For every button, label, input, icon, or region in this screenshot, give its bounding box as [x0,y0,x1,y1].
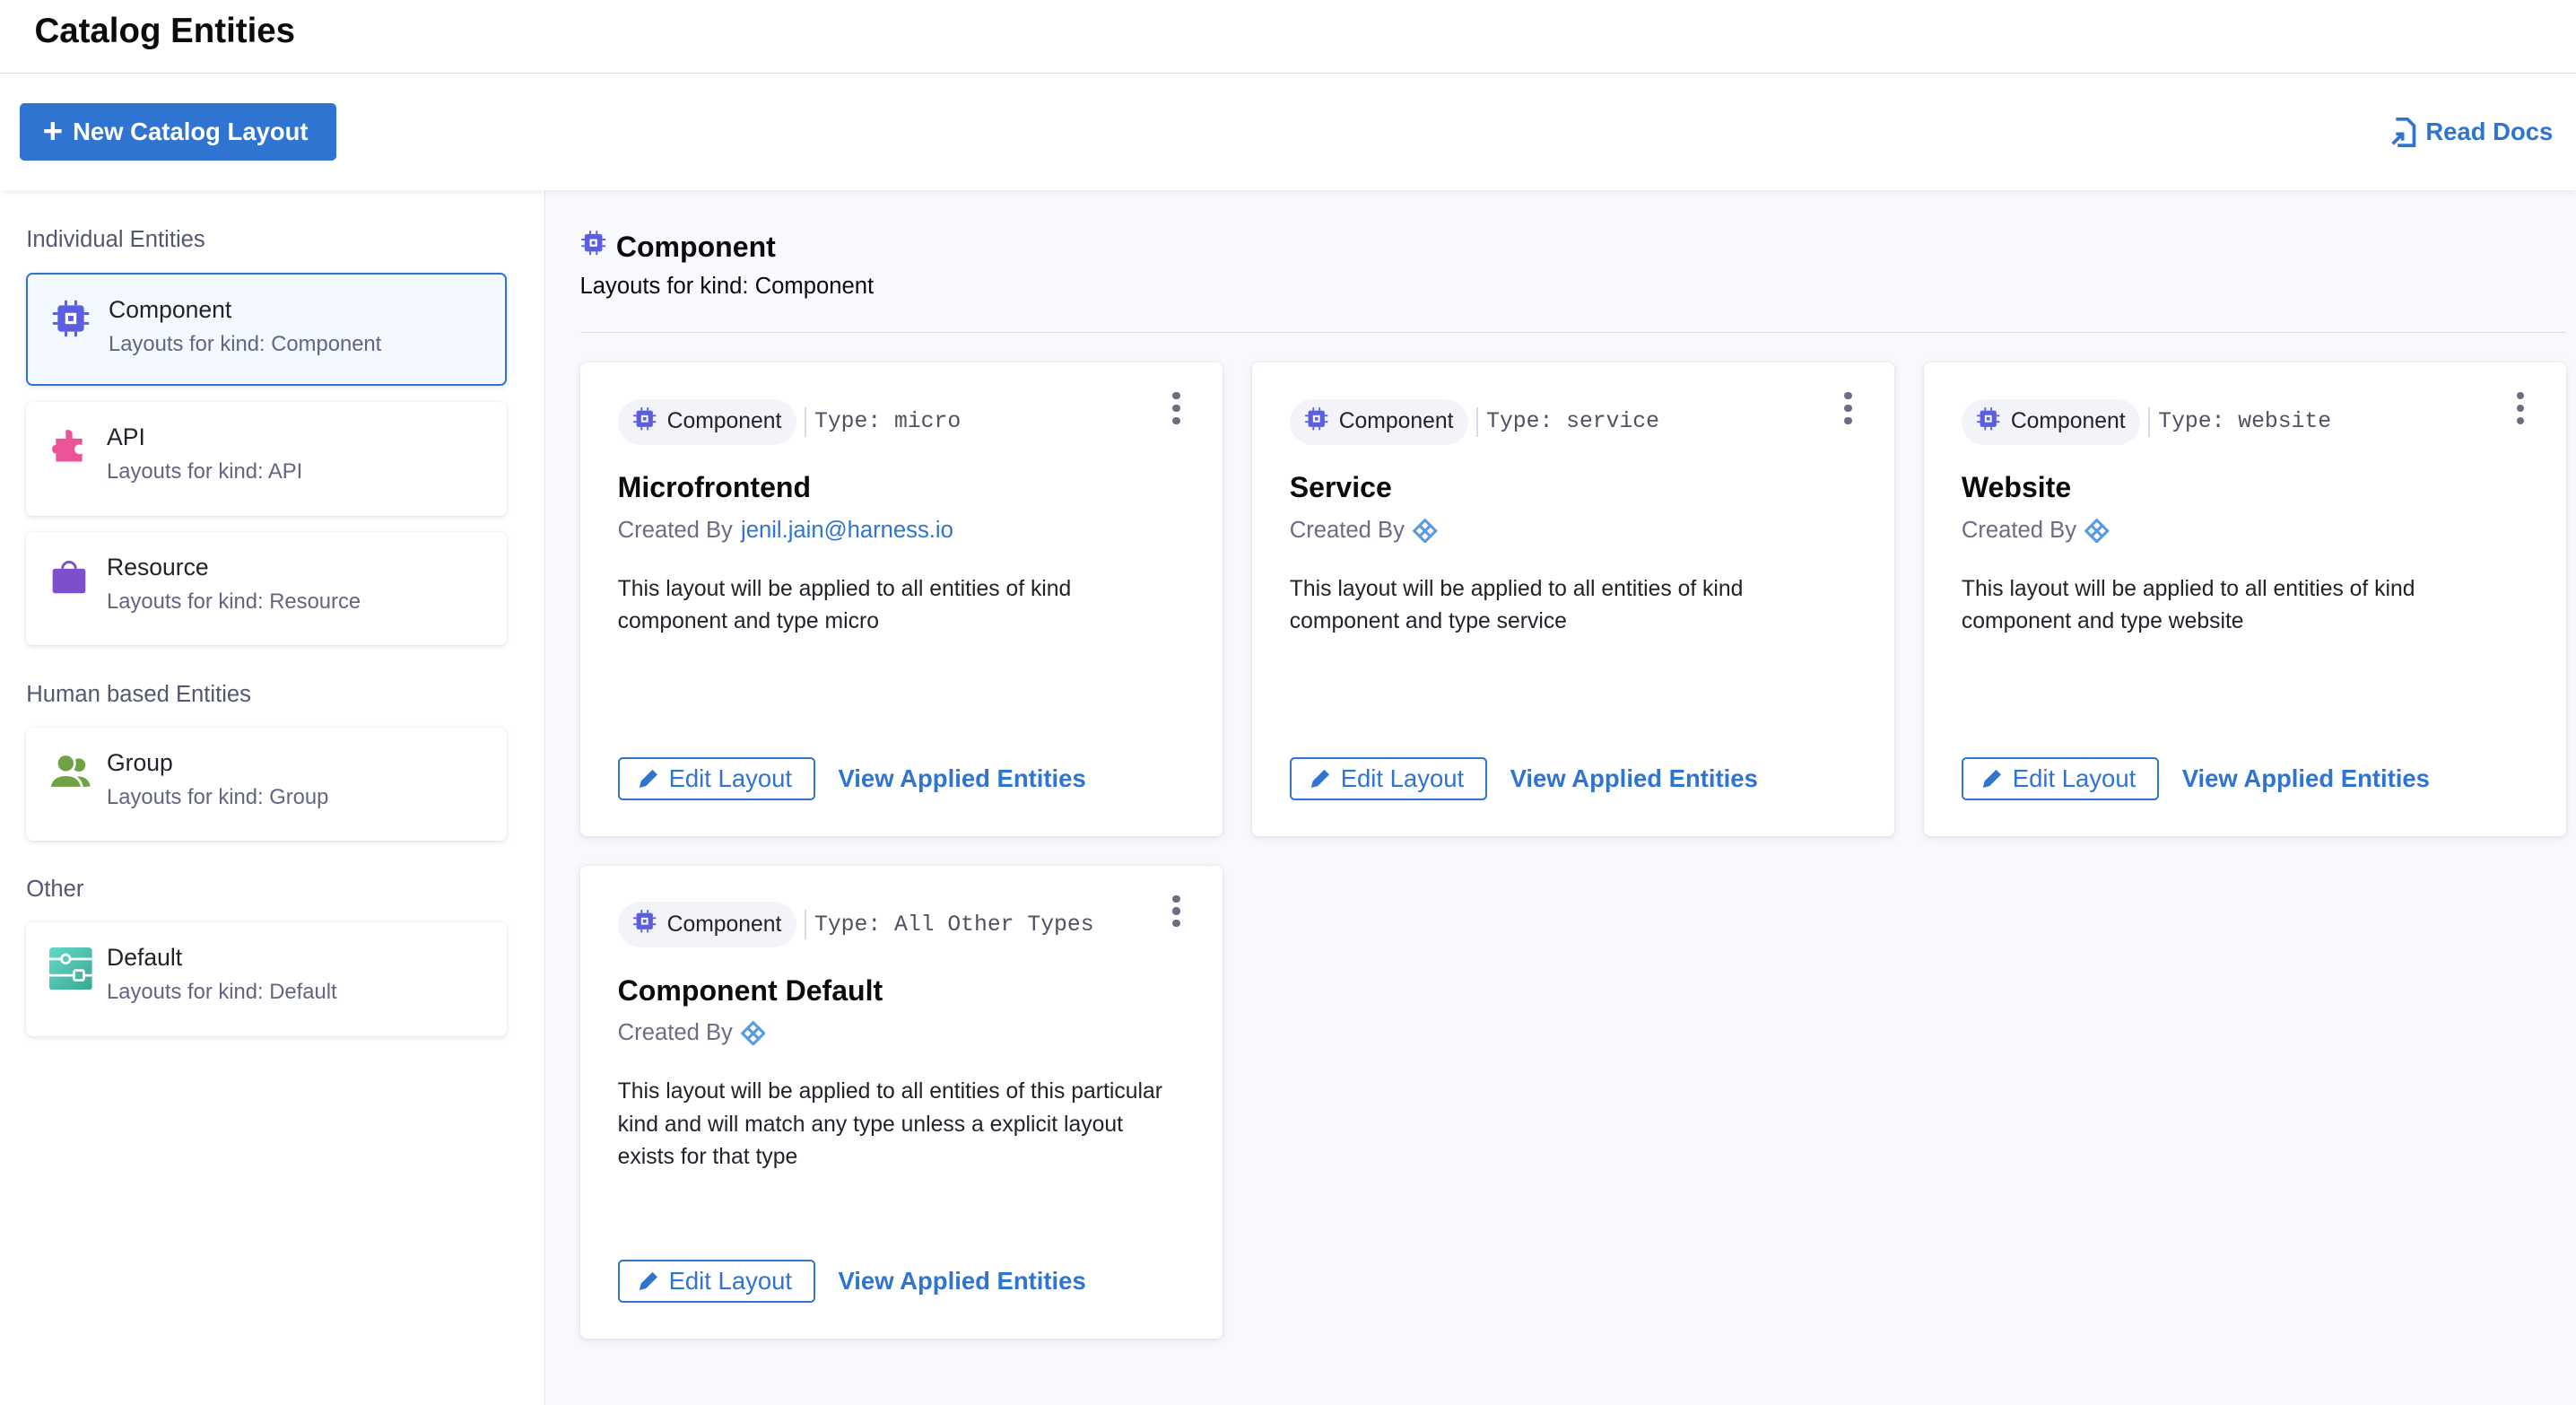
creator-link[interactable]: jenil.jain@harness.io [741,517,953,543]
pencil-icon [1310,769,1329,788]
kind-label: Component [666,912,782,937]
chip-icon [632,406,657,437]
sidebar-item-subtitle: Layouts for kind: Component [109,331,382,356]
sidebar-item-subtitle: Layouts for kind: Group [107,784,329,809]
read-docs-link[interactable]: Read Docs [2389,117,2554,147]
sidebar-section-label: Other [26,877,84,903]
sidebar: Individual Entities Component Layouts for … [0,190,546,1405]
button-label: New Catalog Layout [73,118,309,146]
chip-icon [580,230,606,263]
more-options-icon[interactable] [1170,894,1183,928]
type-label: Type: service [1486,409,1659,435]
created-by-label: Created By [1289,517,1405,543]
harness-logo-icon [2084,518,2110,544]
sidebar-item-title: Group [107,748,173,776]
chip-icon [1976,406,2000,437]
edit-label: Edit Layout [1340,764,1465,792]
page-title: Catalog Entities [34,11,296,50]
view-applied-entities-link[interactable]: View Applied Entities [1510,764,1758,792]
view-applied-entities-link[interactable]: View Applied Entities [838,764,1086,792]
more-options-icon[interactable] [1170,392,1183,424]
harness-logo-icon [741,1021,766,1046]
sidebar-item-title: Resource [107,553,209,580]
section-subtitle: Layouts for kind: Component [579,274,2566,334]
sidebar-item-title: Component [109,295,232,323]
layout-card: Component Type: website Website Created B… [1923,362,2566,836]
pencil-icon [1982,769,2001,788]
more-options-icon[interactable] [1841,392,1855,424]
kind-badge: Component [1961,398,2141,445]
kind-label: Component [1338,409,1454,434]
card-title: Website [1961,471,2072,504]
pencil-icon [639,769,657,788]
page-header: Catalog Entities [0,0,2576,74]
sidebar-section-label: Individual Entities [26,226,205,252]
kind-label: Component [2010,409,2126,434]
card-description: This layout will be applied to all entit… [1289,576,1744,634]
section-title: Component [615,230,776,263]
layout-card: Component Type: micro Microfrontend Creat… [579,362,1223,836]
divider [2148,406,2151,437]
puzzle-icon [49,427,89,467]
sidebar-item-component[interactable]: Component Layouts for kind: Component [26,272,507,387]
sidebar-item-api[interactable]: API Layouts for kind: API [26,402,507,516]
toolbar: + New Catalog Layout Read Docs [0,74,2576,190]
layout-card: Component Type: service Service Created B… [1251,362,1894,836]
kind-badge: Component [617,902,796,948]
edit-label: Edit Layout [668,764,793,792]
sidebar-item-resource[interactable]: Resource Layouts for kind: Resource [26,532,507,646]
main-content: Component Layouts for kind: Component Co… [545,190,2576,1405]
layout-cards: Component Type: micro Microfrontend Creat… [579,362,2566,1340]
pencil-icon [639,1272,657,1291]
view-applied-entities-link[interactable]: View Applied Entities [2181,764,2430,792]
sidebar-item-group[interactable]: Group Layouts for kind: Group [26,727,507,842]
card-title: Microfrontend [617,471,812,504]
divider [805,406,806,437]
edit-layout-button[interactable]: Edit Layout [617,756,815,800]
chip-icon [51,299,91,338]
default-layout-icon [48,947,92,990]
divider [805,910,806,940]
edit-layout-button[interactable]: Edit Layout [1961,756,2160,800]
edit-label: Edit Layout [668,1267,793,1296]
bag-icon [49,557,89,597]
kind-label: Component [666,409,782,434]
read-docs-label: Read Docs [2425,118,2554,146]
card-description: This layout will be applied to all entit… [617,1079,1162,1170]
card-title: Component Default [617,973,883,1007]
divider [1476,406,1478,437]
plus-icon: + [42,112,64,152]
new-catalog-layout-button[interactable]: + New Catalog Layout [19,103,336,161]
document-link-icon [2391,117,2416,147]
kind-badge: Component [617,398,796,445]
layout-card: Component Type: All Other Types Component… [579,865,1223,1340]
type-label: Type: All Other Types [814,912,1094,938]
created-by-label: Created By [1961,517,2077,543]
sidebar-item-subtitle: Layouts for kind: API [107,459,303,484]
sidebar-item-title: Default [107,944,183,972]
edit-layout-button[interactable]: Edit Layout [617,1260,815,1303]
edit-label: Edit Layout [2012,764,2137,792]
harness-logo-icon [1413,518,1438,544]
edit-layout-button[interactable]: Edit Layout [1289,756,1487,800]
created-by-label: Created By [617,517,733,543]
group-icon [48,752,91,791]
sidebar-item-default[interactable]: Default Layouts for kind: Default [26,922,507,1036]
kind-badge: Component [1289,398,1468,445]
created-by-label: Created By [617,1020,733,1046]
type-label: Type: micro [814,409,962,435]
card-description: This layout will be applied to all entit… [1961,576,2415,634]
type-label: Type: website [2158,409,2332,435]
sidebar-item-subtitle: Layouts for kind: Default [107,980,337,1005]
sidebar-item-subtitle: Layouts for kind: Resource [107,589,361,615]
view-applied-entities-link[interactable]: View Applied Entities [838,1267,1086,1296]
card-description: This layout will be applied to all entit… [617,576,1072,634]
chip-icon [1304,406,1328,437]
sidebar-section-label: Human based Entities [26,681,251,707]
chip-icon [632,909,657,939]
sidebar-item-title: API [107,423,145,451]
card-title: Service [1289,471,1392,504]
more-options-icon[interactable] [2513,392,2527,424]
